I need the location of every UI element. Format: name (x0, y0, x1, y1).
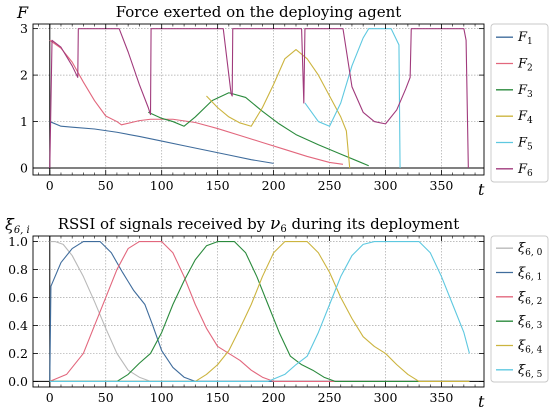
series-group (49, 28, 469, 169)
x-tick-label: 150 (206, 390, 230, 405)
y-axis-label: ξ6, i (5, 215, 30, 236)
legend-label: ξ6, 4 (518, 339, 543, 356)
series-line-ξ6,3 (49, 241, 470, 382)
legend-label: F5 (517, 136, 533, 153)
x-axis-label: t (478, 180, 485, 199)
legend-label: ξ6, 1 (518, 266, 542, 283)
legend-box (490, 23, 549, 183)
series-group (49, 241, 470, 382)
x-tick-label: 300 (374, 178, 398, 193)
x-axis-label: t (478, 392, 485, 411)
y-tick-label: 0 (20, 161, 28, 176)
x-tick-label: 300 (374, 390, 398, 405)
x-tick-label: 200 (262, 390, 286, 405)
legend-label: F6 (517, 162, 533, 179)
y-axis-label: F (16, 3, 29, 22)
x-tick-label: 0 (46, 178, 54, 193)
rssi-chart: RSSI of signals received by ν6 during it… (5, 214, 549, 411)
series-line-ξ6,1 (49, 241, 470, 382)
series-line-ξ6,4 (49, 241, 470, 382)
x-ticks: 0 50 100 150 200 250 300 350 (38, 24, 476, 193)
x-tick-label: 100 (150, 390, 174, 405)
series-line-F2 (49, 39, 344, 165)
series-line-ξ6,2 (49, 241, 470, 382)
legend-label: F1 (517, 30, 533, 47)
legend-label: F4 (517, 109, 533, 126)
y-tick-label: 0.2 (8, 346, 28, 361)
legend-label: F2 (517, 57, 533, 74)
y-ticks: 0 1 2 3 (20, 21, 484, 176)
legend: ξ6, 0 ξ6, 1 ξ6, 2 ξ6, 3 ξ6, 4 ξ6, 5 (490, 235, 549, 383)
chart-title: RSSI of signals received by ν6 during it… (58, 214, 460, 235)
legend-label: ξ6, 3 (518, 314, 543, 331)
x-tick-label: 100 (150, 178, 174, 193)
series-line-ξ6,5 (49, 241, 470, 382)
grid (33, 236, 484, 387)
x-tick-label: 50 (98, 390, 114, 405)
y-tick-label: 0.0 (8, 374, 28, 389)
y-ticks: 0.0 0.2 0.4 0.6 0.8 1.0 (8, 234, 484, 389)
force-chart: Force exerted on the deploying agent 0 50 1… (16, 3, 549, 199)
x-tick-label: 250 (318, 390, 342, 405)
legend-label: ξ6, 5 (518, 363, 543, 380)
x-tick-label: 250 (318, 178, 342, 193)
x-tick-label: 200 (262, 178, 286, 193)
grid (33, 24, 484, 175)
legend-label: ξ6, 2 (518, 290, 542, 307)
series-line-F1 (49, 121, 274, 164)
y-tick-label: 2 (20, 68, 28, 83)
x-tick-label: 350 (430, 178, 454, 193)
y-tick-label: 0.4 (8, 318, 28, 333)
x-ticks: 0 50 100 150 200 250 300 350 (38, 236, 476, 405)
legend-label: F3 (517, 83, 533, 100)
x-tick-label: 350 (430, 390, 454, 405)
series-line-ξ6,0 (49, 241, 470, 382)
legend: F1 F2 F3 F4 F5 F6 (490, 23, 549, 183)
series-line-F6 (49, 28, 469, 169)
series-line-F5 (304, 28, 401, 169)
y-tick-label: 0.6 (8, 290, 28, 305)
plot-frame (32, 235, 485, 388)
series-line-F3 (148, 92, 369, 167)
legend-label: ξ6, 0 (518, 241, 543, 258)
x-tick-label: 0 (46, 390, 54, 405)
plot-frame (32, 23, 485, 176)
y-tick-label: 1 (20, 114, 28, 129)
y-tick-label: 1.0 (8, 234, 28, 249)
x-tick-label: 50 (98, 178, 114, 193)
y-tick-label: 3 (20, 21, 28, 36)
y-tick-label: 0.8 (8, 262, 28, 277)
chart-title: Force exerted on the deploying agent (116, 3, 402, 21)
x-tick-label: 150 (206, 178, 230, 193)
